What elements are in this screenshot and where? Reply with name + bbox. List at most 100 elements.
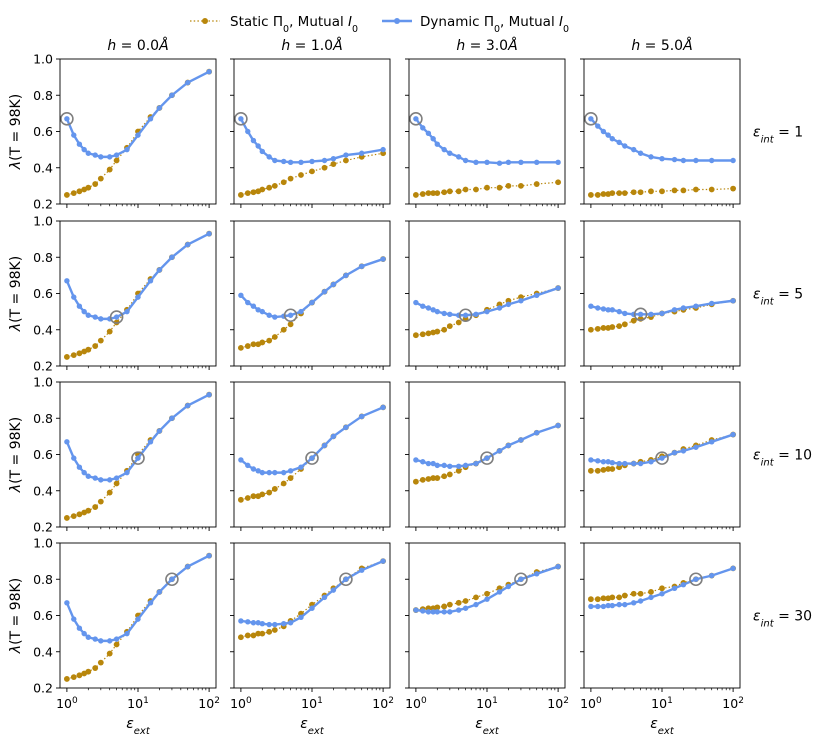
dynamic-point-r0-c1-14 (359, 150, 365, 156)
static-point-r0-c2-5 (441, 189, 448, 196)
static-point-r2-c2-6 (446, 471, 453, 478)
y-axis-title-r3: λ(T = 98K) (8, 578, 24, 654)
static-point-r3-c2-8 (462, 598, 469, 604)
dynamic-point-r1-c0-5 (92, 314, 98, 320)
dynamic-point-r1-c1-14 (359, 263, 365, 270)
dynamic-point-r0-c2-7 (456, 154, 462, 160)
column-title-1: h = 1.0Å (281, 37, 342, 54)
static-point-r2-c1-8 (287, 475, 294, 481)
dynamic-point-r3-c1-9 (298, 614, 304, 621)
highlight-marker-r1-c1 (283, 308, 298, 323)
dynamic-point-r2-c1-5 (266, 469, 272, 476)
dynamic-point-r1-c0-15 (206, 230, 212, 237)
row-title-3: εint = 30 (753, 609, 812, 630)
highlight-marker-r1-c2 (458, 308, 473, 323)
dynamic-point-r1-c2-15 (555, 285, 561, 291)
dynamic-point-r0-c2-3 (430, 136, 436, 142)
static-point-r2-c3-2 (600, 467, 607, 473)
dynamic-point-r3-c1-1 (245, 619, 251, 625)
dynamic-point-r2-c1-9 (298, 464, 304, 470)
static-point-r0-c2-13 (518, 182, 524, 189)
dynamic-point-r3-c0-7 (107, 638, 113, 644)
x-tick-label-c1-1: 101 (301, 696, 323, 711)
dynamic-point-r3-c0-15 (206, 552, 212, 559)
dynamic-line-r3-c0 (65, 554, 210, 643)
dynamic-point-r2-c0-13 (169, 415, 175, 421)
y-axis-labels: 0.2 0.4 0.6 0.8 1.0 λ(T = 98K) 0.2 0.4 0.6 0.8 1.0… (8, 52, 53, 696)
static-point-r3-c1-2 (250, 632, 257, 639)
static-point-r0-c1-5 (266, 184, 273, 191)
static-point-r0-c3-9 (648, 188, 654, 195)
x-tick-label-c1-0: 100 (230, 696, 252, 711)
y-tick-label-r1-3: 0.8 (33, 250, 53, 265)
highlight-marker-r0-c1 (234, 112, 248, 126)
dynamic-point-r1-c3-5 (616, 308, 622, 315)
dynamic-point-r1-c0-1 (71, 294, 77, 300)
static-point-r1-c1-7 (280, 326, 287, 333)
static-point-r0-c2-1 (419, 191, 426, 197)
dynamic-point-r2-c2-6 (447, 463, 453, 469)
static-point-r1-c1-8 (287, 321, 294, 328)
column-title-2: h = 3.0Å (456, 37, 517, 54)
y-axis-title-r2: λ(T = 98K) (8, 417, 24, 493)
dynamic-point-r3-c0-9 (124, 630, 130, 637)
dynamic-point-r0-c3-6 (622, 143, 628, 149)
dynamic-point-r1-c1-3 (255, 307, 261, 313)
static-point-r0-c3-5 (616, 190, 623, 197)
dynamic-point-r3-c3-2 (600, 603, 607, 610)
dynamic-point-r2-c1-6 (272, 469, 278, 476)
static-point-r0-c2-0 (412, 192, 419, 198)
legend-label-dynamic: Dynamic Π0, Mutual I0 (420, 14, 569, 35)
static-point-r3-c2-10 (484, 590, 490, 597)
dynamic-point-r0-c1-11 (321, 157, 328, 164)
static-point-r2-c0-2 (76, 511, 83, 518)
y-tick-label-r3-4: 1.0 (33, 536, 53, 551)
static-point-r3-c0-7 (106, 650, 113, 657)
static-point-r0-c0-2 (76, 188, 83, 195)
static-point-r0-c3-0 (587, 192, 594, 198)
static-point-r0-c2-4 (434, 190, 441, 197)
dynamic-point-r2-c1-15 (380, 404, 386, 411)
static-point-r3-c2-7 (455, 599, 462, 606)
static-point-r3-c1-0 (237, 634, 244, 641)
subplot-r0-c1 (230, 58, 391, 208)
dynamic-point-r2-c2-15 (555, 422, 561, 429)
dynamic-point-r3-c1-15 (380, 558, 386, 564)
static-point-r3-c0-0 (63, 676, 70, 682)
dynamic-point-r1-c2-8 (462, 312, 469, 318)
y-tick-label-r3-2: 0.6 (33, 608, 53, 623)
static-point-r0-c1-11 (321, 164, 328, 171)
dynamic-point-r1-c1-1 (245, 299, 251, 306)
static-point-r0-c2-8 (462, 186, 469, 193)
dynamic-point-r3-c1-13 (343, 576, 349, 582)
static-point-r1-c3-4 (609, 324, 616, 330)
static-point-r2-c0-4 (85, 507, 92, 514)
static-point-r0-c3-7 (630, 189, 637, 196)
static-point-r1-c0-2 (76, 350, 83, 357)
dynamic-point-r3-c0-0 (64, 600, 70, 606)
subplot-frame-r0-c1 (233, 58, 391, 205)
dynamic-point-r0-c1-13 (343, 152, 349, 158)
static-point-r0-c2-6 (446, 188, 453, 195)
static-point-r2-c2-0 (412, 478, 419, 485)
static-point-r0-c1-4 (259, 186, 266, 193)
static-point-r0-c2-11 (496, 184, 503, 191)
dynamic-point-r3-c3-6 (622, 601, 628, 608)
dynamic-point-r1-c2-9 (473, 311, 479, 318)
x-tick-label-c0-0: 100 (56, 696, 78, 711)
dynamic-point-r1-c0-3 (81, 308, 87, 315)
y-tick-label-r3-0: 0.2 (33, 681, 53, 696)
dynamic-point-r0-c3-5 (616, 139, 622, 146)
dynamic-point-r1-c2-4 (434, 308, 440, 315)
dynamic-point-r3-c1-12 (330, 587, 337, 593)
subplot-frame-r3-c0 (59, 542, 217, 689)
dynamic-point-r2-c2-0 (413, 457, 419, 463)
subplot-frame-r2-c3 (583, 381, 741, 528)
static-point-r2-c1-0 (237, 496, 244, 503)
subplot-r2-c2 (405, 381, 566, 531)
static-point-r2-c0-5 (92, 504, 99, 510)
dynamic-point-r0-c3-11 (671, 156, 678, 163)
static-point-r0-c3-15 (730, 185, 737, 192)
dynamic-point-r1-c1-13 (343, 272, 349, 279)
x-tick-label-c0-2: 102 (198, 696, 220, 711)
